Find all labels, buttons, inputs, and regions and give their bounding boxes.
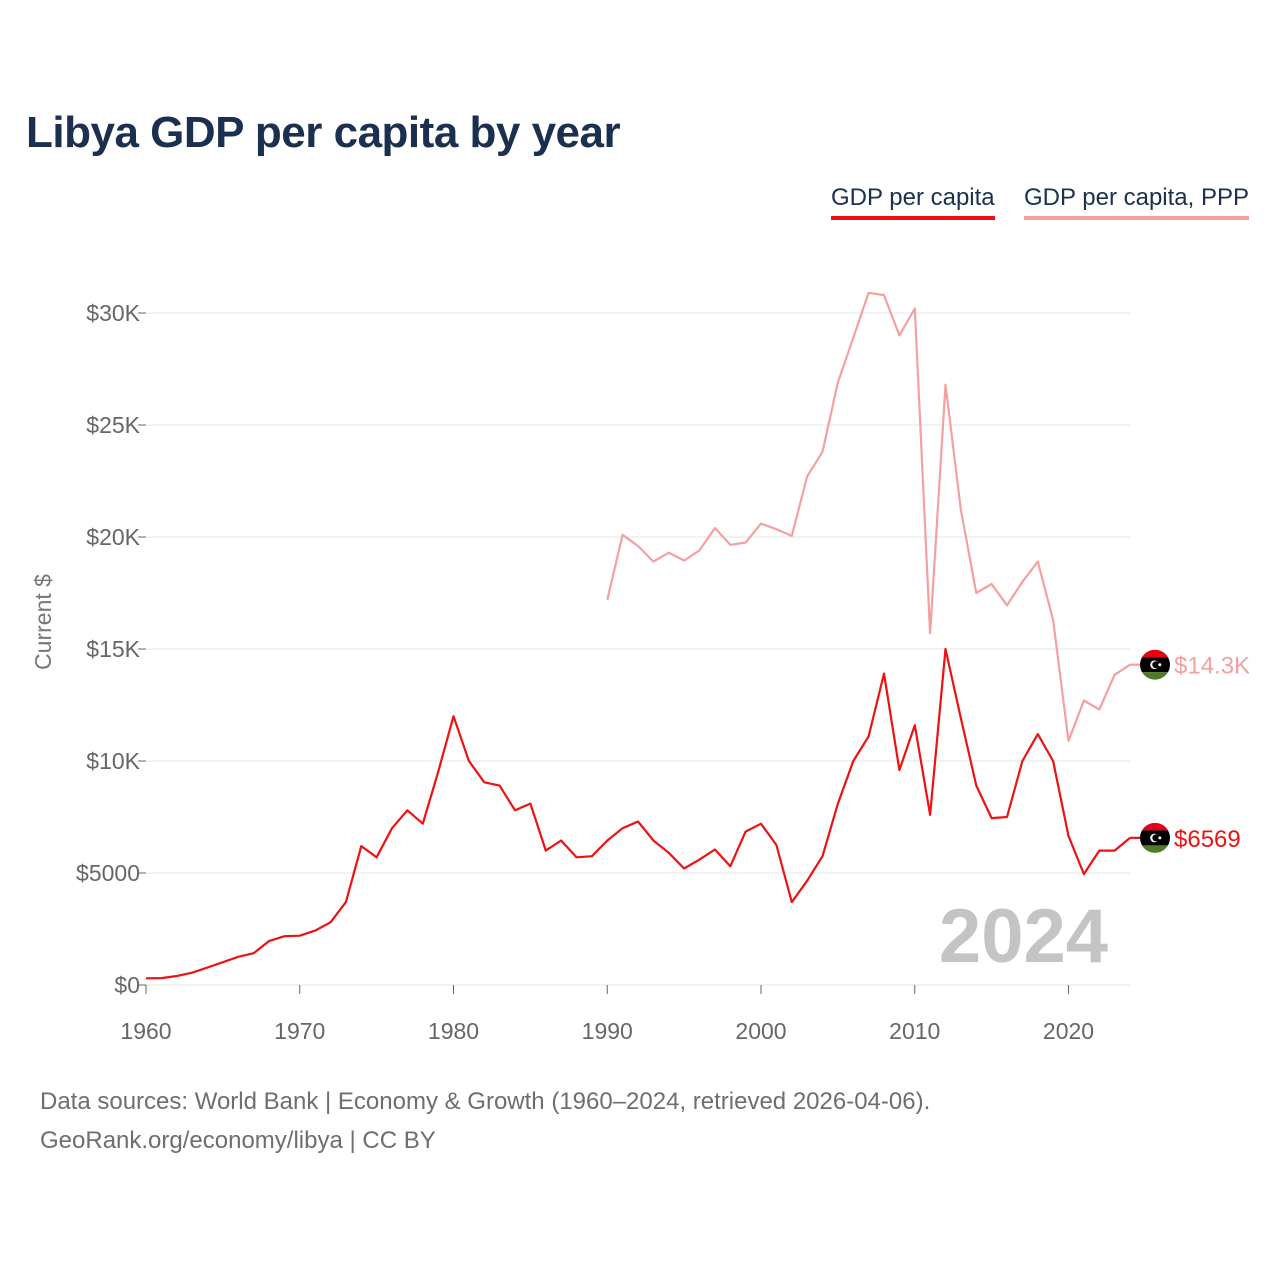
y-tick-label: $30K bbox=[86, 300, 140, 326]
end-markers: $14.3K $6569 bbox=[1130, 649, 1250, 853]
x-tick-label: 1960 bbox=[120, 1018, 171, 1044]
y-axis-ticks: $0 $5000 $10K $15K $20K $25K $30K bbox=[76, 300, 146, 998]
y-axis-title: Current $ bbox=[30, 574, 56, 670]
series-line-gdp-per-capita[interactable] bbox=[145, 647, 1131, 980]
footer-attribution: GeoRank.org/economy/libya | CC BY bbox=[40, 1127, 436, 1154]
y-tick-label: $20K bbox=[86, 524, 140, 550]
footer-source: Data sources: World Bank | Economy & Gro… bbox=[40, 1088, 931, 1115]
legend-item-gdp-per-capita-ppp[interactable]: GDP per capita, PPP bbox=[1024, 184, 1249, 220]
legend-item-gdp-per-capita[interactable]: GDP per capita bbox=[831, 184, 995, 220]
y-tick-label: $10K bbox=[86, 748, 140, 774]
year-overlay-label: 2024 bbox=[939, 894, 1108, 979]
series-lines bbox=[145, 291, 1131, 980]
x-tick-label: 1990 bbox=[582, 1018, 633, 1044]
end-value-label-gdp-per-capita: $6569 bbox=[1174, 826, 1241, 853]
libya-flag-icon bbox=[1140, 649, 1170, 680]
chart-title: Libya GDP per capita by year bbox=[26, 108, 621, 157]
y-tick-label: $0 bbox=[114, 972, 140, 998]
end-value-label-gdp-per-capita-ppp: $14.3K bbox=[1174, 653, 1250, 680]
y-tick-label: $5000 bbox=[76, 860, 140, 886]
x-tick-label: 1980 bbox=[428, 1018, 479, 1044]
y-tick-label: $15K bbox=[86, 636, 140, 662]
x-tick-label: 2020 bbox=[1043, 1018, 1094, 1044]
y-tick-label: $25K bbox=[86, 412, 140, 438]
x-axis-ticks: 1960 1970 1980 1990 2000 2010 2020 bbox=[120, 985, 1094, 1044]
series-line-gdp-per-capita-ppp[interactable] bbox=[606, 291, 1131, 742]
x-tick-label: 2000 bbox=[735, 1018, 786, 1044]
libya-flag-icon bbox=[1140, 822, 1170, 853]
grid-lines bbox=[146, 312, 1130, 986]
x-tick-label: 2010 bbox=[889, 1018, 940, 1044]
x-tick-label: 1970 bbox=[274, 1018, 325, 1044]
